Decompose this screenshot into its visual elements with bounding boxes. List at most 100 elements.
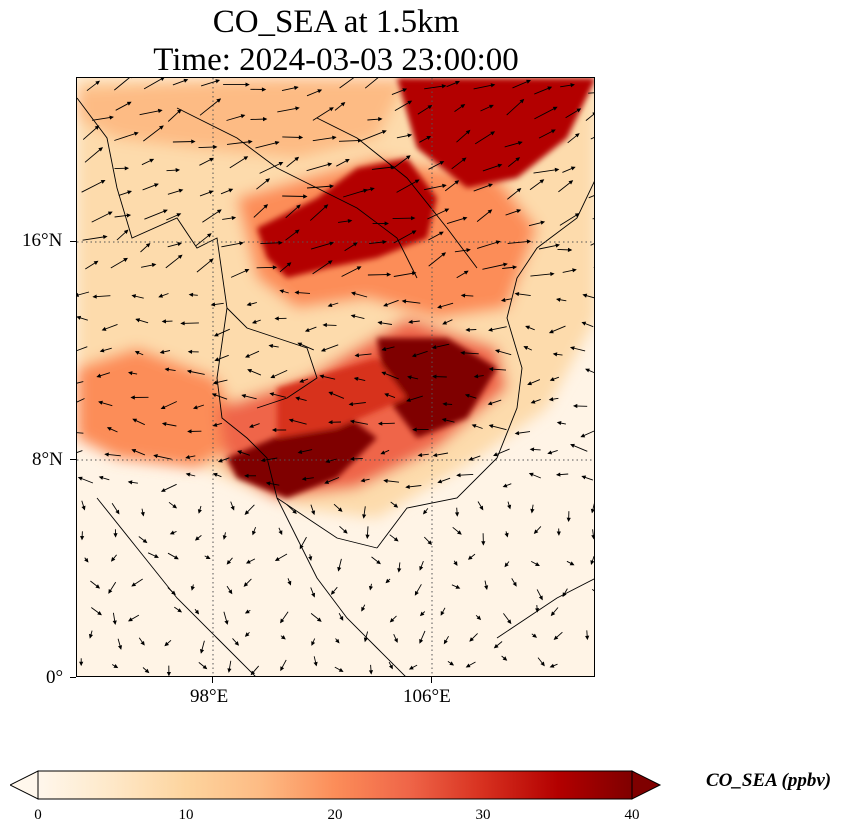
wind-arrow-head — [547, 450, 553, 455]
wind-arrow-head — [444, 208, 450, 213]
wind-arrow-head — [113, 533, 118, 538]
wind-arrow-head — [274, 316, 279, 321]
wind-arrow-head — [269, 392, 275, 397]
wind-arrow-head — [441, 417, 447, 423]
wind-arrow-head — [393, 503, 399, 508]
wind-arrow-head — [212, 380, 218, 385]
wind-arrow-head — [340, 101, 346, 107]
wind-arrow-head — [100, 179, 106, 184]
wind-arrow-shaft — [306, 163, 332, 172]
wind-arrow-head — [361, 606, 366, 612]
wind-arrow-head — [208, 258, 214, 263]
wind-arrow-head — [437, 304, 442, 309]
wind-arrow-head — [265, 178, 271, 183]
wind-arrow-shaft — [312, 107, 334, 121]
wind-arrow-shaft — [282, 136, 303, 138]
wind-arrow-head — [582, 293, 588, 298]
wind-arrow-head — [378, 117, 383, 122]
wind-arrow-head — [356, 266, 362, 271]
wind-arrow-head — [443, 639, 448, 645]
wind-arrow-shaft — [143, 125, 164, 142]
colorbar — [10, 770, 662, 800]
wind-arrow-head — [507, 504, 512, 510]
wind-arrow-head — [159, 125, 164, 130]
wind-arrow-head — [265, 481, 271, 486]
wind-arrow-head — [311, 510, 316, 516]
wind-arrow-head — [244, 473, 249, 478]
wind-arrow-head — [214, 357, 220, 362]
wind-arrow-shaft — [202, 209, 222, 223]
wind-arrow-head — [101, 326, 107, 331]
wind-arrow-head — [107, 211, 113, 216]
wind-arrow-head — [237, 450, 242, 455]
wind-arrow-head — [192, 405, 198, 410]
wind-arrow-head — [495, 240, 501, 245]
wind-arrow-head — [131, 294, 137, 299]
wind-arrow-head — [164, 367, 170, 372]
wind-arrow-head — [360, 478, 366, 483]
colorbar-tick-40: 40 — [624, 807, 640, 823]
colorbar-extend-max — [631, 770, 662, 800]
wind-arrow-head — [295, 106, 300, 111]
wind-arrow-head — [402, 88, 408, 93]
wind-arrow-shaft — [312, 136, 336, 142]
wind-arrow-shaft — [196, 258, 213, 273]
wind-arrow-head — [178, 188, 184, 193]
wind-arrow-head — [250, 670, 256, 676]
wind-arrow-head — [533, 529, 539, 535]
wind-arrow-head — [337, 566, 342, 572]
wind-arrow-shaft — [482, 263, 507, 270]
wind-arrow-head — [145, 242, 151, 248]
wind-arrow-head — [194, 609, 200, 615]
wind-arrow-head — [245, 82, 250, 87]
wind-arrow-head — [311, 641, 316, 646]
wind-arrow-head — [294, 156, 300, 162]
wind-arrow-head — [95, 584, 101, 589]
wind-arrow-head — [140, 511, 145, 517]
wind-arrow-shaft — [506, 99, 524, 116]
wind-arrow-head — [516, 187, 522, 193]
wind-arrow-shaft — [226, 141, 252, 145]
wind-arrow-head — [226, 559, 232, 565]
wind-arrow-head — [222, 535, 227, 540]
wind-arrow-head — [126, 213, 132, 218]
wind-arrow-head — [217, 458, 223, 463]
wind-arrow-head — [515, 157, 521, 162]
wind-arrow-shaft — [533, 168, 559, 174]
wind-arrow-head — [228, 188, 234, 193]
wind-arrow-shaft — [427, 208, 449, 220]
wind-arrow-head — [468, 456, 474, 461]
wind-arrow-head — [187, 429, 192, 434]
wind-arrow-head — [365, 534, 370, 540]
wind-arrow-head — [523, 346, 529, 350]
wind-arrow-head — [339, 616, 344, 621]
wind-arrow-head — [406, 398, 411, 402]
wind-arrow-head — [160, 78, 165, 81]
wind-arrow-head — [490, 131, 496, 136]
wind-arrow-head — [213, 144, 218, 150]
wind-arrow-shaft — [82, 125, 99, 140]
wind-arrow-head — [247, 368, 252, 373]
wind-arrow-shaft — [507, 240, 531, 244]
wind-arrow-head — [106, 427, 112, 431]
lat-tick-label-0: 0° — [46, 667, 64, 688]
wind-arrow-head — [245, 559, 251, 564]
wind-arrow-head — [439, 161, 445, 165]
wind-arrow-head — [566, 517, 571, 523]
wind-arrow-head — [377, 421, 383, 426]
wind-arrow-head — [556, 421, 562, 426]
wind-arrow-head — [503, 262, 508, 267]
wind-arrow-head — [287, 580, 292, 586]
wind-arrow-head — [342, 529, 348, 534]
wind-arrow-head — [381, 130, 387, 135]
wind-arrow-shaft — [473, 84, 495, 90]
wind-arrow-shaft — [590, 243, 594, 246]
wind-arrow-head — [432, 453, 438, 458]
wind-arrow-head — [175, 168, 181, 173]
wind-arrow-head — [556, 531, 561, 536]
wind-arrow-head — [185, 472, 191, 477]
wind-arrow-head — [352, 242, 358, 247]
wind-arrow-head — [338, 667, 344, 672]
wind-arrow-head — [77, 476, 83, 481]
wind-arrow-head — [488, 183, 493, 188]
